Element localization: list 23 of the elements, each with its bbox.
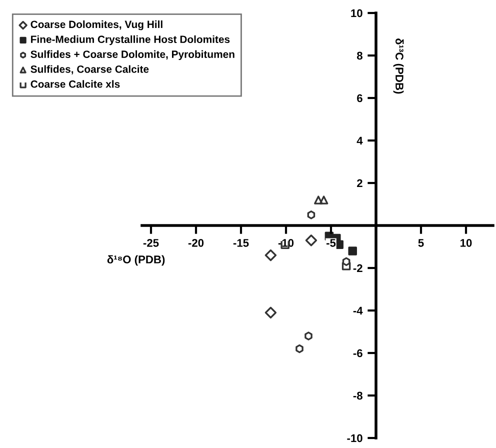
legend-label: Coarse Dolomites, Vug Hill (30, 20, 162, 30)
y-tick-label: 2 (357, 179, 362, 188)
legend-label: Sulfides + Coarse Dolomite, Pyrobitumen (30, 50, 234, 60)
y-tick-label: 10 (351, 9, 362, 18)
y-tick-label: -4 (353, 306, 363, 315)
y-tick-label: 4 (356, 136, 363, 145)
x-tick-label: -25 (143, 238, 159, 247)
y-tick-label: -2 (353, 264, 362, 272)
x-tick-label: -5 (326, 239, 336, 247)
y-tick-label: -10 (347, 434, 362, 442)
y-axis-title: δ¹³C (PDB) (393, 38, 404, 94)
x-axis-title: δ¹⁸O (PDB) (107, 255, 165, 266)
x-tick-label: -20 (188, 238, 204, 247)
y-tick-label: 8 (356, 52, 362, 60)
legend-label: Fine-Medium Crystalline Host Dolomites (31, 35, 230, 46)
x-tick-label: 5 (418, 239, 424, 247)
x-tick-label: 10 (460, 238, 472, 247)
x-tick-label: -15 (233, 239, 249, 247)
y-tick-label: 6 (357, 94, 362, 102)
y-tick-label: -6 (353, 349, 362, 358)
legend-label: Coarse Calcite xls (30, 80, 120, 88)
legend-label: Sulfides, Coarse Calcite (30, 65, 149, 74)
y-tick-label: -8 (353, 392, 362, 400)
